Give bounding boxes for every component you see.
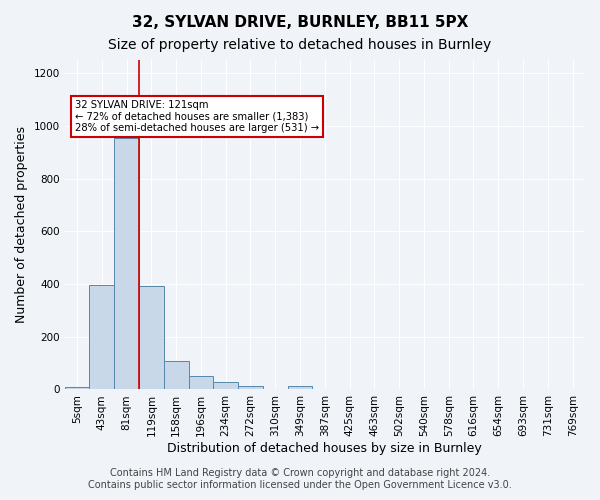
Text: Contains HM Land Registry data © Crown copyright and database right 2024.
Contai: Contains HM Land Registry data © Crown c…	[88, 468, 512, 490]
Bar	[188, 376, 214, 390]
Text: Size of property relative to detached houses in Burnley: Size of property relative to detached ho…	[109, 38, 491, 52]
Bar	[214, 382, 238, 390]
Y-axis label: Number of detached properties: Number of detached properties	[15, 126, 28, 323]
Bar	[65, 387, 89, 390]
Text: 32, SYLVAN DRIVE, BURNLEY, BB11 5PX: 32, SYLVAN DRIVE, BURNLEY, BB11 5PX	[132, 15, 468, 30]
Text: 32 SYLVAN DRIVE: 121sqm
← 72% of detached houses are smaller (1,383)
28% of semi: 32 SYLVAN DRIVE: 121sqm ← 72% of detache…	[75, 100, 319, 132]
X-axis label: Distribution of detached houses by size in Burnley: Distribution of detached houses by size …	[167, 442, 482, 455]
Bar	[139, 286, 164, 390]
Bar	[238, 386, 263, 390]
Bar	[164, 361, 188, 390]
Bar	[89, 284, 114, 390]
Bar	[287, 386, 313, 390]
Bar	[114, 138, 139, 390]
